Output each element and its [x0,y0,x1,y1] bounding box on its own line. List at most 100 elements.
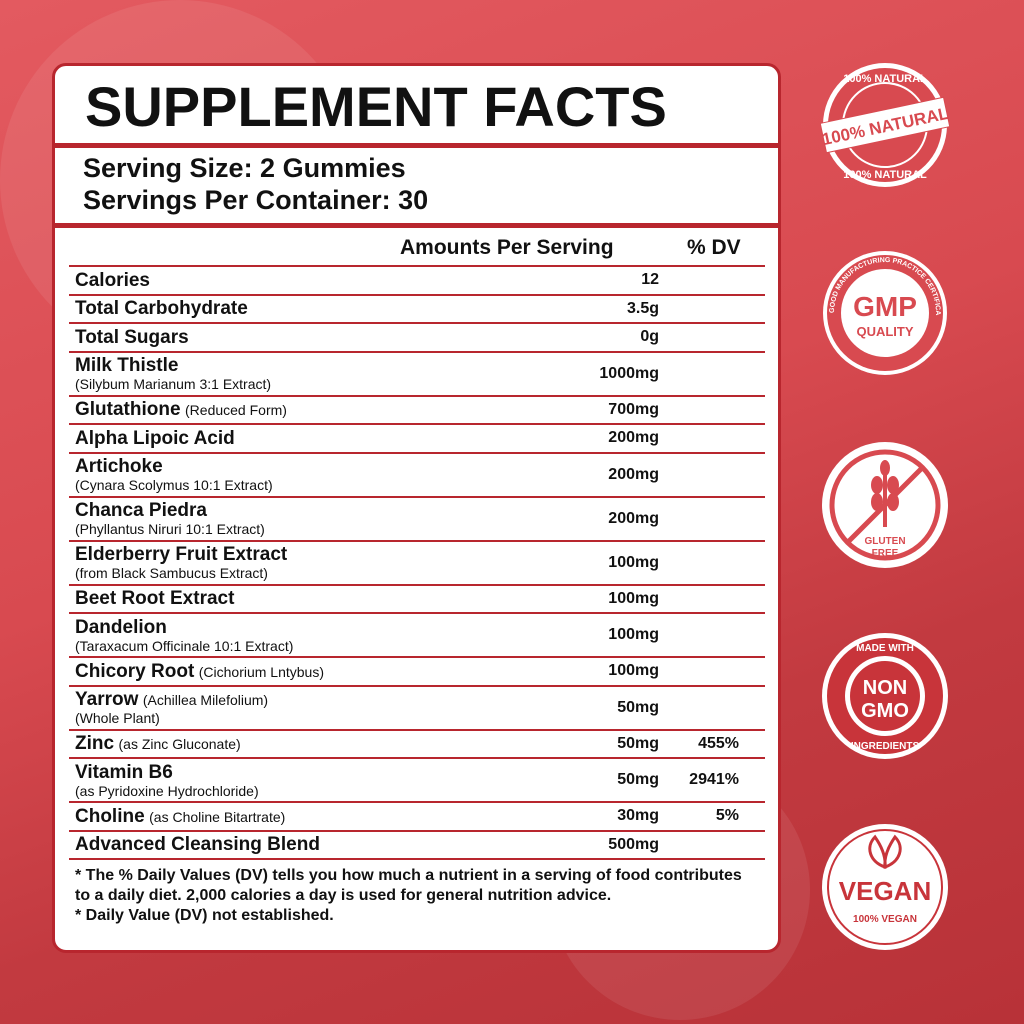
gmo-text: GMO [861,700,909,722]
table-row: Vitamin B6 (as Pyridoxine Hydrochloride) 5… [69,759,765,803]
table-row: Total Carbohydrate 3.5g [69,296,765,324]
nutrient-name: Zinc (as Zinc Gluconate) [69,734,545,753]
table-row: Milk Thistle (Silybum Marianum 3:1 Extrac… [69,353,765,397]
nutrient-name: Chanca Piedra (Phyllantus Niruri 10:1 Ext… [69,501,545,536]
nutrient-detail: (Phyllantus Niruri 10:1 Extract) [75,521,265,537]
amount: 3.5g [626,299,659,317]
nutrient-name: Milk Thistle (Silybum Marianum 3:1 Extrac… [69,356,545,391]
nutrient-label: Calories [75,269,150,291]
amount: 0g [640,328,659,346]
nutrient-detail: (from Black Sambucus Extract) [75,565,268,581]
daily-value: 5% [715,807,739,825]
footnotes: * The % Daily Values (DV) tells you how … [75,866,755,926]
nutrient-label: Alpha Lipoic Acid [75,427,235,449]
gluten-free-badge-icon: GLUTEN FREE [822,442,948,568]
natural-ring-text: 100% NATURAL [843,73,927,85]
table-row: Dandelion (Taraxacum Officinale 10:1 Extr… [69,614,765,658]
amount: 200mg [608,509,659,527]
amount: 30mg [617,807,659,825]
table-row: Zinc (as Zinc Gluconate) 50mg 455% [69,731,765,759]
nutrient-name: Dandelion (Taraxacum Officinale 10:1 Extr… [69,618,545,653]
nutrient-name: Advanced Cleansing Blend [69,835,545,854]
table-row: Elderberry Fruit Extract (from Black Samb… [69,542,765,586]
vegan-sub-text: 100% VEGAN [853,914,917,925]
table-row: Yarrow (Achillea Milefolium) (Whole Plant… [69,687,765,731]
daily-value: 2941% [689,771,739,788]
nutrient-detail: (Cynara Scolymus 10:1 Extract) [75,477,273,493]
nutrient-name: Yarrow (Achillea Milefolium) (Whole Plant… [69,690,545,725]
ingredients-text: INGREDIENTS [851,741,920,752]
table-row: Alpha Lipoic Acid 200mg [69,425,765,454]
amount: 200mg [608,465,659,483]
table-row: Total Sugars 0g [69,324,765,353]
supplement-facts-panel: SUPPLEMENT FACTS Serving Size: 2 Gummies… [52,63,781,953]
amount-header: Amounts Per Serving [400,236,614,259]
table-row: Glutathione (Reduced Form) 700mg [69,397,765,425]
nutrient-label: Choline [75,805,145,827]
table-row: Chanca Piedra (Phyllantus Niruri 10:1 Ext… [69,498,765,542]
nutrient-label: Beet Root Extract [75,588,235,610]
table-row: Choline (as Choline Bitartrate) 30mg 5% [69,803,765,832]
amount: 100mg [608,626,659,643]
amount: 500mg [608,835,659,853]
nutrient-name: Total Carbohydrate [69,299,545,318]
servings-per-container: Servings Per Container: 30 [83,185,429,215]
amount: 12 [641,271,659,289]
nutrient-label: Milk Thistle [75,355,179,376]
nutrient-detail: (as Choline Bitartrate) [149,808,286,825]
non-gmo-badge-icon: MADE WITH NON GMO INGREDIENTS [822,633,948,759]
nutrient-label: Yarrow [75,689,139,710]
nutrient-label: Artichoke [75,456,163,477]
amount: 50mg [617,698,659,716]
table-row: Calories 12 [69,267,765,296]
made-with-text: MADE WITH [856,643,914,654]
nutrient-label: Chanca Piedra [75,500,207,521]
nutrient-name: Choline (as Choline Bitartrate) [69,807,545,826]
nutrient-name: Artichoke (Cynara Scolymus 10:1 Extract) [69,457,545,492]
nutrient-label: Advanced Cleansing Blend [75,834,320,856]
dv-header: % DV [687,236,741,259]
nutrient-detail: (Achillea Milefolium) [142,692,269,708]
table-row: Chicory Root (Cichorium Lntybus) 100mg [69,658,765,687]
amount: 100mg [608,553,659,571]
amount: 50mg [617,771,659,788]
table-row: Artichoke (Cynara Scolymus 10:1 Extract) 2… [69,454,765,498]
nutrient-name: Elderberry Fruit Extract (from Black Samb… [69,545,545,580]
nutrient-detail: (Whole Plant) [75,710,160,726]
free-text: FREE [872,548,899,559]
nutrient-label: Total Sugars [75,326,189,348]
gmp-badge-icon: GMP QUALITY GOOD MANUFACTURING PRACTICE … [820,248,947,375]
natural-badge-icon: 100% NATURAL 100% NATURAL 100% NATURAL [820,63,950,187]
daily-value: 455% [698,734,739,752]
gmp-text: GMP [853,291,917,322]
nutrient-name: Chicory Root (Cichorium Lntybus) [69,662,545,681]
facts-table: Calories 12 Total Carbohydrate 3.5g Total Su… [69,265,765,860]
amount: 200mg [608,429,659,447]
divider [55,223,778,228]
amount: 100mg [608,589,659,607]
nutrient-label: Chicory Root [75,660,195,682]
vegan-badge-icon: VEGAN 100% VEGAN [822,824,948,950]
table-row: Advanced Cleansing Blend 500mg [69,832,765,860]
amount: 100mg [608,662,659,680]
nutrient-detail: (Reduced Form) [185,402,287,419]
nutrient-name: Alpha Lipoic Acid [69,429,545,448]
nutrient-detail: (Cichorium Lntybus) [198,663,324,680]
table-row: Beet Root Extract 100mg [69,586,765,614]
gluten-text: GLUTEN [864,536,905,547]
amount: 50mg [617,734,659,752]
nutrient-label: Elderberry Fruit Extract [75,544,288,565]
nutrient-label: Dandelion [75,616,167,638]
page-title: SUPPLEMENT FACTS [85,75,667,138]
serving-size: Serving Size: 2 Gummies [83,153,406,183]
nutrient-name: Total Sugars [69,328,545,347]
nutrient-detail: (as Zinc Gluconate) [118,736,241,753]
non-text: NON [863,677,907,699]
nutrient-label: Glutathione [75,399,181,421]
nutrient-name: Glutathione (Reduced Form) [69,400,545,419]
amount: 700mg [608,400,659,418]
nutrient-name: Beet Root Extract [69,589,545,608]
divider [55,143,778,148]
nutrient-name: Calories [69,271,545,290]
amount: 1000mg [599,364,659,382]
